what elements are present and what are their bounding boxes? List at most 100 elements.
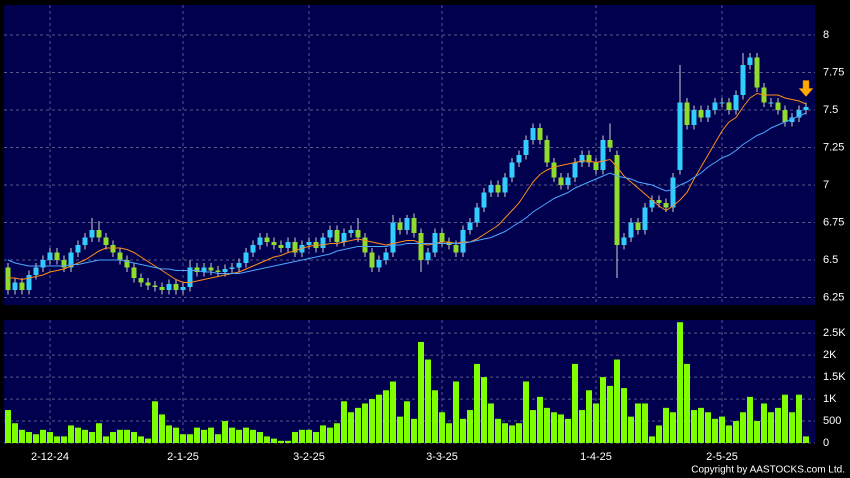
candle-body (138, 278, 144, 283)
candle-body (453, 245, 459, 253)
volume-bar (215, 434, 221, 443)
volume-bar (712, 418, 718, 443)
candle-body (152, 285, 158, 287)
candle-body (677, 102, 683, 170)
candle-body (747, 57, 753, 65)
candle-body (488, 185, 494, 193)
candle-body (110, 245, 116, 253)
candle-body (250, 245, 256, 253)
candle-body (131, 267, 137, 278)
volume-bar (740, 412, 746, 443)
volume-bar (761, 403, 767, 443)
candle-body (383, 252, 389, 260)
volume-bar (341, 401, 347, 443)
candle-body (159, 287, 165, 290)
candle-body (663, 203, 669, 208)
candle-body (754, 57, 760, 88)
y-tick-label: 1K (823, 393, 837, 405)
volume-bar (446, 423, 452, 443)
y-tick-label: 7 (823, 179, 829, 191)
candle-body (299, 245, 305, 253)
candle-body (439, 233, 445, 242)
candle-body (117, 252, 123, 260)
candle-body (341, 233, 347, 242)
volume-bar (12, 423, 18, 443)
candle-body (145, 282, 151, 286)
volume-bar (229, 427, 235, 443)
volume-bar (418, 341, 424, 443)
volume-bar (313, 432, 319, 443)
candle-body (565, 177, 571, 185)
x-tick-label: 2-5-25 (706, 451, 738, 463)
volume-bar (61, 436, 67, 443)
candle-body (187, 267, 193, 287)
volume-bar (264, 436, 270, 443)
candle-body (33, 267, 39, 275)
volume-bar (705, 412, 711, 443)
candle-body (614, 155, 620, 245)
candle-body (481, 192, 487, 208)
candle-body (19, 282, 25, 290)
y-tick-label: 500 (823, 415, 841, 427)
volume-bar (621, 388, 627, 443)
volume-bar (320, 425, 326, 443)
candle-body (215, 270, 221, 272)
volume-bar (110, 432, 116, 443)
candle-body (495, 185, 501, 193)
candle-body (740, 65, 746, 95)
volume-bar (278, 440, 284, 443)
volume-bar (453, 381, 459, 443)
candle-body (327, 230, 333, 238)
volume-bar (495, 418, 501, 443)
volume-bar (544, 407, 550, 443)
candle-body (5, 267, 11, 290)
volume-bar (180, 434, 186, 443)
volume-bar (292, 432, 298, 443)
volume-bar (68, 425, 74, 443)
candle-body (54, 252, 60, 260)
volume-bar (488, 403, 494, 443)
volume-bar (663, 407, 669, 443)
candle-body (376, 260, 382, 268)
volume-bar (726, 425, 732, 443)
volume-bar (460, 418, 466, 443)
volume-bar (747, 396, 753, 443)
volume-bar (194, 427, 200, 443)
volume-bar (201, 429, 207, 443)
candle-body (523, 140, 529, 155)
candle-body (726, 102, 732, 110)
candle-body (166, 284, 172, 290)
candle-body (460, 230, 466, 253)
volume-bar (614, 359, 620, 443)
volume-bar (558, 414, 564, 443)
volume-bar (509, 425, 515, 443)
candle-body (390, 222, 396, 253)
candle-body (334, 230, 340, 242)
volume-bar (40, 429, 46, 443)
volume-bar (796, 394, 802, 443)
volume-bar (684, 363, 690, 443)
last-price-arrow (798, 80, 814, 97)
volume-bar (572, 363, 578, 443)
volume-bar (145, 438, 151, 443)
candle-body (621, 237, 627, 245)
volume-bar (593, 403, 599, 443)
candle-body (698, 110, 704, 118)
candle-body (670, 177, 676, 208)
candle-body (320, 237, 326, 248)
volume-bar (33, 434, 39, 443)
volume-bar (649, 436, 655, 443)
volume-bar (82, 429, 88, 443)
candle-body (719, 102, 725, 104)
volume-bar (600, 377, 606, 443)
candle-body (712, 102, 718, 110)
volume-bar (691, 410, 697, 443)
y-tick-label: 7.5 (823, 104, 838, 116)
candle-body (285, 242, 291, 248)
volume-bar (523, 381, 529, 443)
volume-bar (54, 436, 60, 443)
volume-bar (502, 423, 508, 443)
volume-bar (187, 434, 193, 443)
candle-body (369, 252, 375, 268)
volume-bar (642, 403, 648, 443)
